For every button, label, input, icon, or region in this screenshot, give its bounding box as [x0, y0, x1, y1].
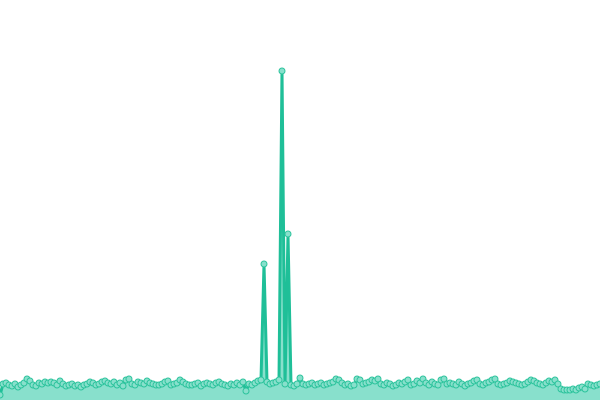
data-point [275, 376, 283, 384]
data-point [581, 385, 589, 393]
data-point [440, 375, 448, 383]
data-point [257, 376, 265, 384]
data-point [239, 378, 247, 386]
data-point [119, 382, 127, 390]
data-point [281, 380, 289, 388]
series-line [0, 69, 600, 396]
data-point [404, 376, 412, 384]
data-point [242, 387, 250, 395]
data-point [491, 375, 499, 383]
series-area [0, 71, 600, 400]
data-point [125, 375, 133, 383]
data-point [296, 374, 304, 382]
data-point [374, 375, 382, 383]
data-point [434, 381, 442, 389]
data-point [0, 391, 4, 399]
data-point [596, 380, 600, 388]
data-point [260, 260, 268, 268]
data-point [293, 380, 301, 388]
data-point [284, 230, 292, 238]
series-points [0, 67, 600, 399]
data-point [350, 381, 358, 389]
data-point [554, 380, 562, 388]
data-point [278, 67, 286, 75]
